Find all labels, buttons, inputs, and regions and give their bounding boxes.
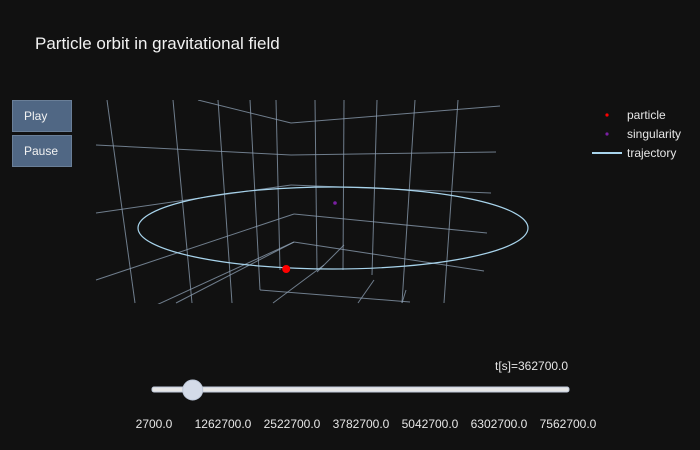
slider-tick-label: 2522700.0 <box>264 417 321 431</box>
grid-line-19 <box>175 241 295 304</box>
slider-current-value: t[s]=362700.0 <box>495 359 569 373</box>
grid-line-0 <box>106 100 136 304</box>
grid-line-5 <box>314 100 318 271</box>
grid-line-20 <box>157 241 295 304</box>
legend: particle singularity trajectory <box>592 108 681 160</box>
chart-title: Particle orbit in gravitational field <box>35 34 280 53</box>
grid-line-22 <box>272 264 325 304</box>
grid-line-16 <box>95 213 295 281</box>
slider-tick-label: 1262700.0 <box>195 417 252 431</box>
pause-button[interactable]: Pause <box>12 135 72 167</box>
grid-line-9 <box>443 100 459 304</box>
play-button[interactable]: Play <box>12 100 72 132</box>
grid-line-23 <box>316 244 345 273</box>
particle-point <box>282 265 291 273</box>
legend-swatch-particle <box>605 113 609 117</box>
slider-tick-label: 2700.0 <box>136 417 173 431</box>
singularity-point <box>333 201 337 205</box>
time-slider: 2700.0 1262700.0 2522700.0 3782700.0 5042700… <box>136 379 597 431</box>
grid-line-13 <box>290 151 497 156</box>
legend-label-singularity[interactable]: singularity <box>627 127 681 141</box>
grid-line-8 <box>401 100 416 304</box>
legend-swatch-singularity <box>605 132 609 136</box>
grid-line-6 <box>342 100 345 271</box>
grid-line-18 <box>293 241 485 272</box>
grid-line-2 <box>217 100 233 304</box>
grid-line-10 <box>197 100 292 124</box>
grid-line-11 <box>290 105 501 124</box>
slider-tick-label: 7562700.0 <box>540 417 597 431</box>
grid-line-25 <box>401 289 407 304</box>
slider-handle[interactable] <box>182 379 204 401</box>
grid-line-12 <box>95 144 292 156</box>
grid-line-21 <box>259 289 411 303</box>
trajectory-path <box>137 186 529 270</box>
slider-tick-label: 5042700.0 <box>402 417 459 431</box>
slider-tick-label: 3782700.0 <box>333 417 390 431</box>
slider-track[interactable] <box>151 386 570 393</box>
legend-label-trajectory[interactable]: trajectory <box>627 146 676 160</box>
grid-line-17 <box>293 213 488 234</box>
legend-label-particle[interactable]: particle <box>627 108 666 122</box>
slider-tick-label: 6302700.0 <box>471 417 528 431</box>
grid-line-4 <box>275 100 281 271</box>
scene-grid <box>95 100 501 304</box>
grid-line-24 <box>357 279 375 304</box>
